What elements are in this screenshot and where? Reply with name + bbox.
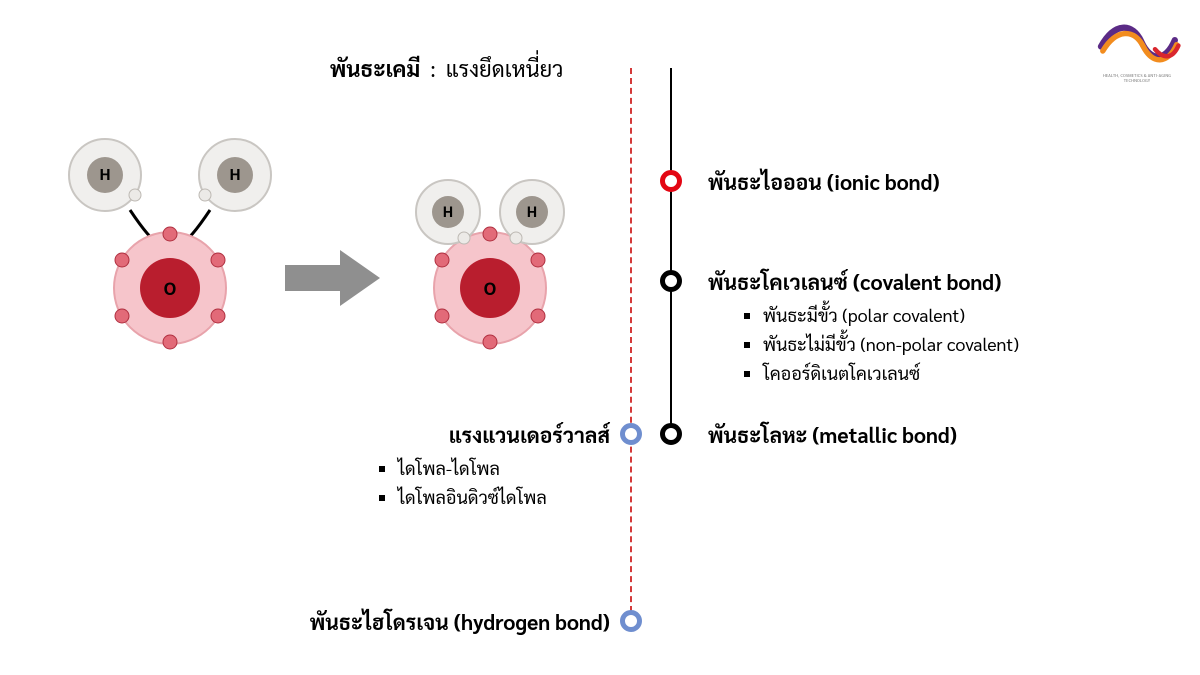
ring-vdw	[620, 423, 642, 445]
vdw-sub-1: ไดโพล-ไดโพล	[398, 455, 547, 484]
timeline-solid	[670, 68, 672, 433]
label-metallic: พันธะโลหะ (metallic bond)	[708, 421, 957, 448]
svg-text:O: O	[484, 277, 496, 300]
label-covalent: พันธะโคเวเลนซ์ (covalent bond)	[708, 268, 1001, 295]
page-title: พันธะเคมี : แรงยึดเหนี่ยว	[330, 55, 563, 83]
label-ionic: พันธะไอออน (ionic bond)	[708, 168, 940, 195]
brand-logo: HEALTH, COSMETICS & ANTI-AGING TECHNOLOG…	[1092, 15, 1182, 70]
title-rest: แรงยึดเหนี่ยว	[446, 55, 564, 83]
svg-text:H: H	[229, 163, 240, 184]
svg-text:H: H	[443, 202, 453, 221]
ring-covalent	[660, 270, 682, 292]
svg-text:H: H	[99, 163, 110, 184]
label-hbond: พันธะไฮโดรเจน (hydrogen bond)	[310, 608, 610, 635]
sublist-covalent: พันธะมีขั้ว (polar covalent) พันธะไม่มีข…	[745, 302, 1019, 388]
ring-metallic	[660, 423, 682, 445]
svg-text:H: H	[527, 202, 537, 221]
title-sep: :	[430, 55, 436, 83]
vdw-sub-2: ไดโพลอินดิวซ์ไดโพล	[398, 484, 547, 513]
title-bold: พันธะเคมี	[330, 55, 420, 83]
svg-text:O: O	[164, 277, 176, 300]
ring-ionic	[660, 170, 682, 192]
sublist-vdw: ไดโพล-ไดโพล ไดโพลอินดิวซ์ไดโพล	[380, 455, 547, 513]
cov-sub-1: พันธะมีขั้ว (polar covalent)	[763, 302, 1019, 331]
ring-hbond	[620, 610, 642, 632]
logo-subtext: HEALTH, COSMETICS & ANTI-AGING TECHNOLOG…	[1092, 73, 1182, 83]
timeline-dashed	[630, 68, 632, 622]
cov-sub-3: โคออร์ดิเนตโคเวเลนซ์	[763, 360, 1019, 389]
cov-sub-2: พันธะไม่มีขั้ว (non-polar covalent)	[763, 331, 1019, 360]
molecule-diagram: H H O	[50, 120, 610, 350]
label-vdw: แรงแวนเดอร์วาลส์	[449, 421, 610, 448]
